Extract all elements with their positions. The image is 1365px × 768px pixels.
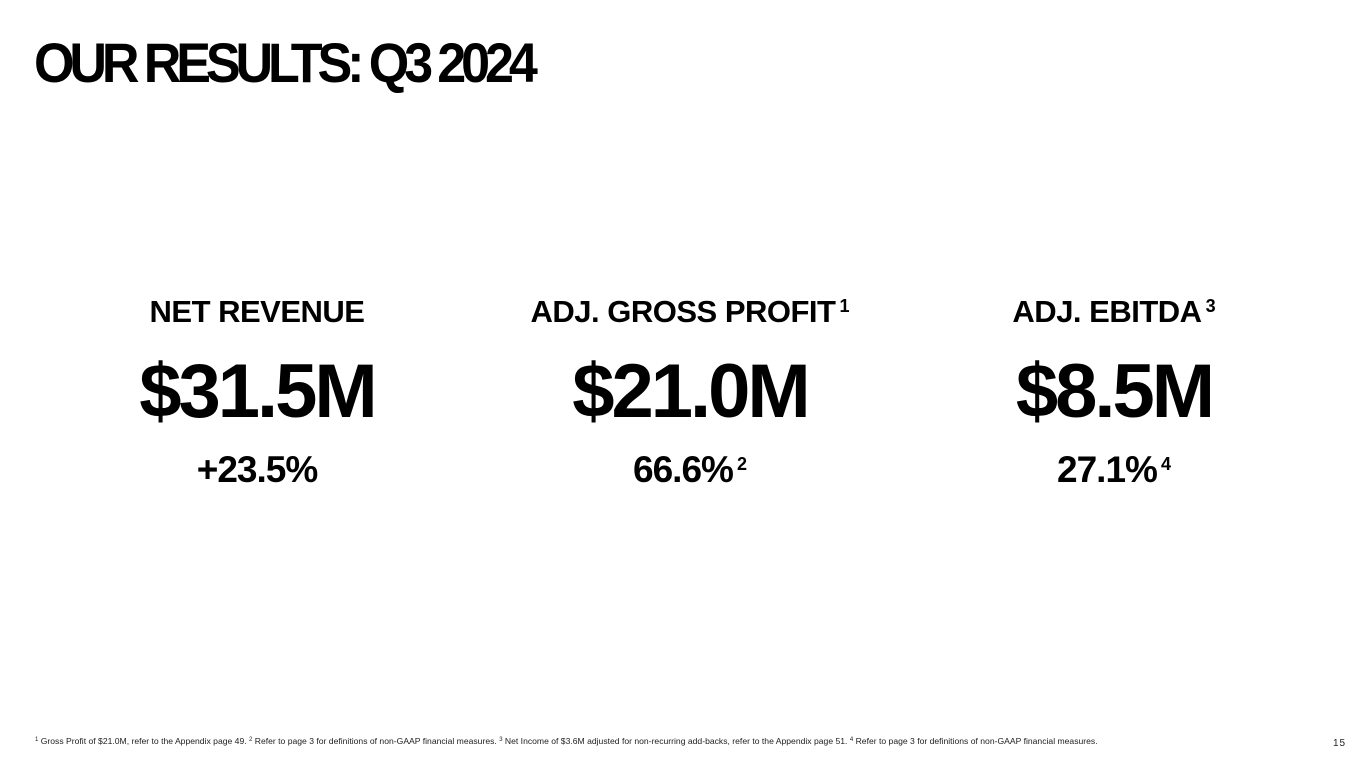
footnote-mark: 4 (849, 737, 854, 743)
metric-margin: 66.6% 2 (480, 447, 900, 493)
metric-change: +23.5% (47, 447, 467, 493)
metric-margin: 27.1% 4 (904, 447, 1324, 493)
page-number: 15 (1333, 738, 1347, 749)
metric-value: $21.0M (572, 349, 811, 434)
footnote-mark: 3 (499, 737, 503, 743)
metric-label: ADJ. EBITDA 3 (904, 290, 1324, 334)
metric-label: NET REVENUE (47, 290, 467, 334)
metric-label-text: ADJ. EBITDA (1012, 294, 1202, 329)
metric-margin-text: 66.6% (633, 449, 734, 490)
metric-adj-ebitda: ADJ. EBITDA 3 $8.5M 27.1% 4 (904, 290, 1324, 493)
footnote-text: Refer to page 3 for definitions of non-G… (855, 736, 1098, 746)
footnote-marker: 3 (1205, 296, 1216, 316)
metric-net-revenue: NET REVENUE $31.5M +23.5% (47, 290, 467, 493)
footnote-text: Gross Profit of $21.0M, refer to the App… (40, 736, 250, 746)
footnotes: 1 Gross Profit of $21.0M, refer to the A… (35, 735, 1098, 747)
metric-value: $8.5M (1015, 349, 1215, 434)
metric-value: $31.5M (139, 349, 378, 434)
slide-title: OUR RESULTS: Q3 2024 (34, 31, 538, 94)
metric-adj-gross-profit: ADJ. GROSS PROFIT 1 $21.0M 66.6% 2 (480, 290, 900, 493)
footnote-marker: 4 (1160, 454, 1171, 474)
metric-label-text: ADJ. GROSS PROFIT (530, 294, 836, 329)
metric-margin-text: 27.1% (1057, 449, 1158, 490)
footnote-marker: 2 (736, 454, 747, 474)
metric-change-text: +23.5% (196, 449, 319, 490)
footnote-mark: 1 (35, 737, 39, 743)
metric-label-text: NET REVENUE (149, 294, 365, 329)
footnote-marker: 1 (839, 296, 850, 316)
footnote-mark: 2 (249, 737, 253, 743)
footnote-text: Net Income of $3.6M adjusted for non-rec… (504, 736, 850, 746)
metric-label: ADJ. GROSS PROFIT 1 (480, 290, 900, 334)
footnote-text: Refer to page 3 for definitions of non-G… (254, 736, 500, 746)
